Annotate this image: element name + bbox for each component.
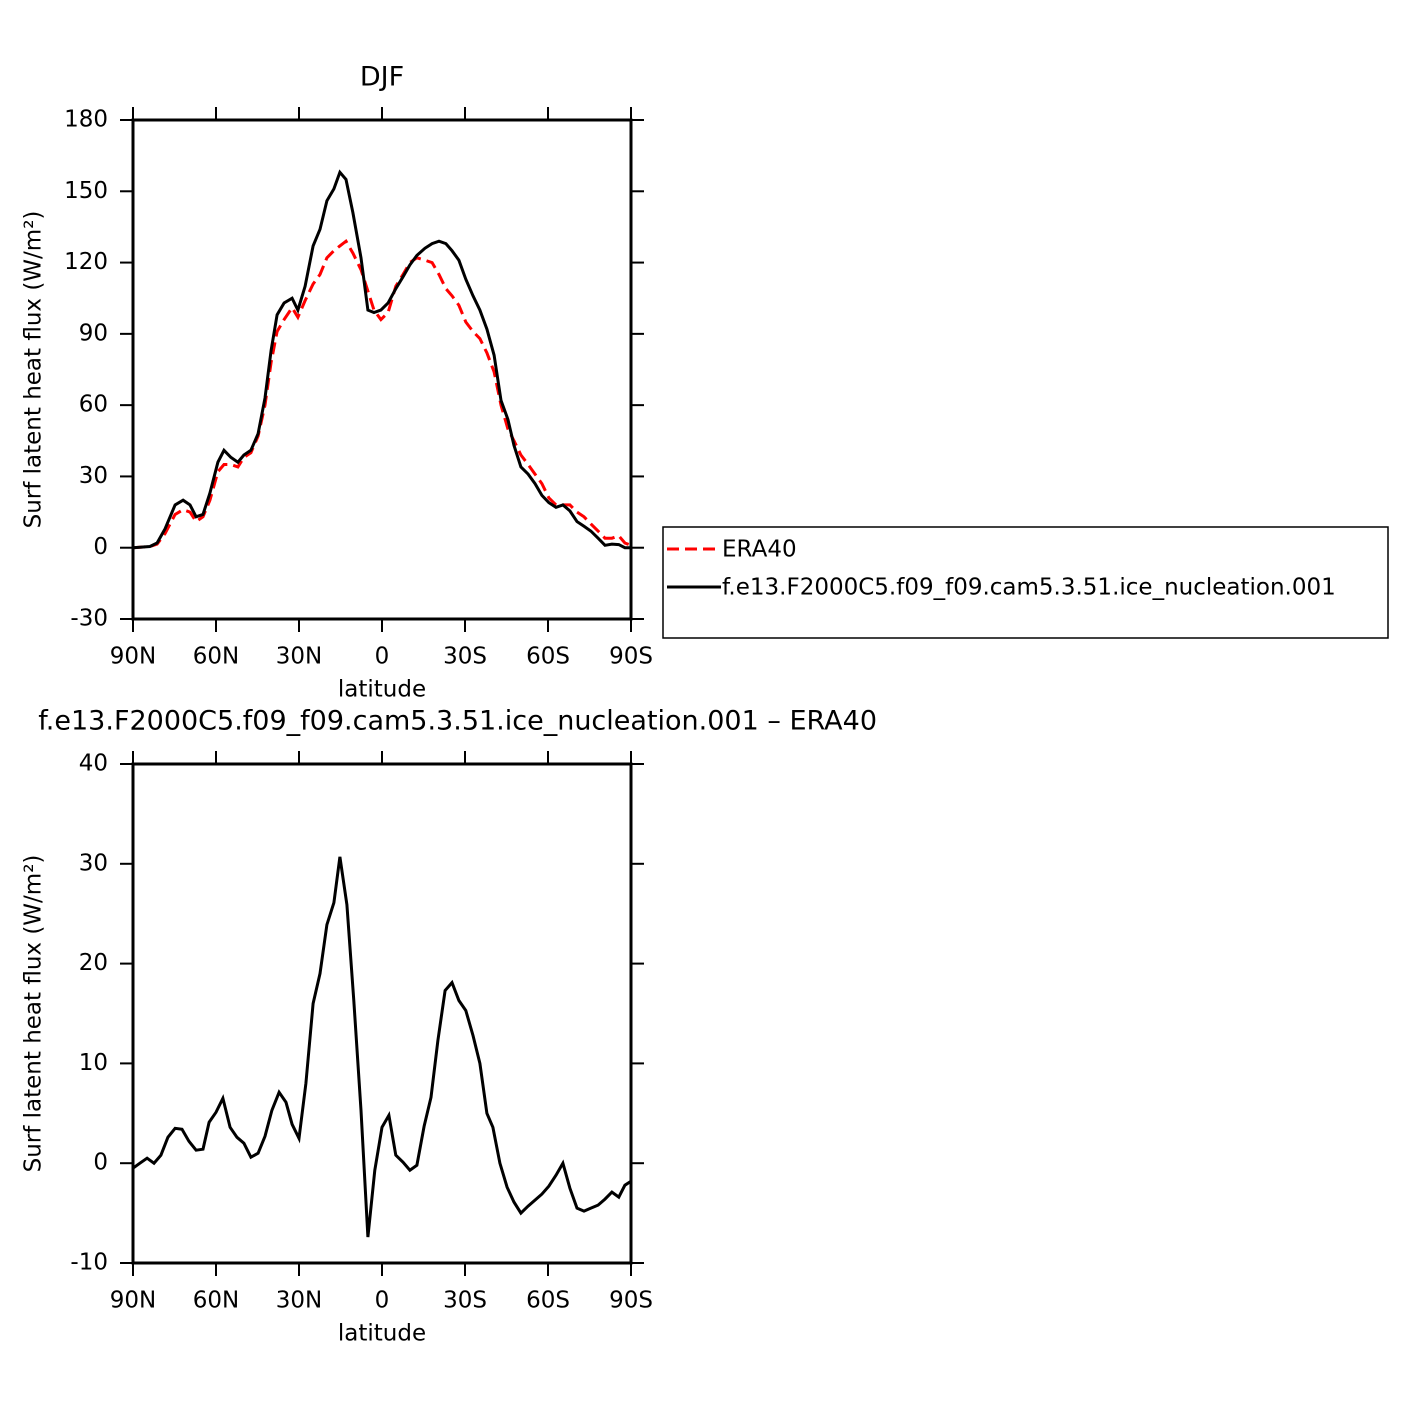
y-tick-label: 40: [79, 751, 108, 777]
y-axis-label: Surf latent heat flux (W/m²): [21, 855, 47, 1173]
y-tick-label: 30: [79, 463, 108, 489]
legend-label: f.e13.F2000C5.f09_f09.cam5.3.51.ice_nucl…: [722, 575, 1336, 601]
y-axis-label: Surf latent heat flux (W/m²): [21, 211, 47, 529]
plot-frame: [131, 118, 633, 621]
x-tick-label: 90N: [110, 1288, 156, 1314]
legend-label: ERA40: [722, 537, 797, 563]
x-tick-label: 30S: [443, 1288, 487, 1314]
legend-box: [662, 526, 1389, 639]
y-tick-label: 0: [93, 1150, 108, 1176]
chart-title: f.e13.F2000C5.f09_f09.cam5.3.51.ice_nucl…: [38, 706, 877, 737]
x-tick-label: 60N: [193, 644, 239, 670]
x-tick-label: 90S: [609, 644, 653, 670]
x-tick-label: 30N: [276, 1288, 322, 1314]
x-tick-label: 30S: [443, 644, 487, 670]
y-tick-label: 20: [79, 950, 108, 976]
y-tick-label: 150: [64, 178, 108, 204]
x-tick-label: 60S: [526, 644, 570, 670]
y-tick-label: 10: [79, 1050, 108, 1076]
data-line: [132, 169, 631, 550]
y-tick-label: -10: [70, 1250, 108, 1276]
x-tick-label: 30N: [276, 644, 322, 670]
plot-frame: [131, 762, 633, 1265]
y-tick-label: 60: [79, 392, 108, 418]
y-tick-label: 180: [64, 107, 108, 133]
x-tick-label: 90S: [609, 1288, 653, 1314]
y-tick-label: -30: [70, 606, 108, 632]
x-tick-label: 60S: [526, 1288, 570, 1314]
x-axis-label: latitude: [338, 1321, 426, 1347]
x-tick-label: 0: [375, 644, 390, 670]
data-line: [132, 238, 632, 550]
data-line: [132, 856, 632, 1238]
y-tick-label: 0: [93, 534, 108, 560]
y-tick-label: 30: [79, 850, 108, 876]
x-tick-label: 90N: [110, 644, 156, 670]
x-tick-label: 60N: [193, 1288, 239, 1314]
x-tick-label: 0: [375, 1288, 390, 1314]
y-tick-label: 120: [64, 249, 108, 275]
y-tick-label: 90: [79, 320, 108, 346]
chart-title: DJF: [360, 62, 404, 93]
x-axis-label: latitude: [338, 677, 426, 703]
